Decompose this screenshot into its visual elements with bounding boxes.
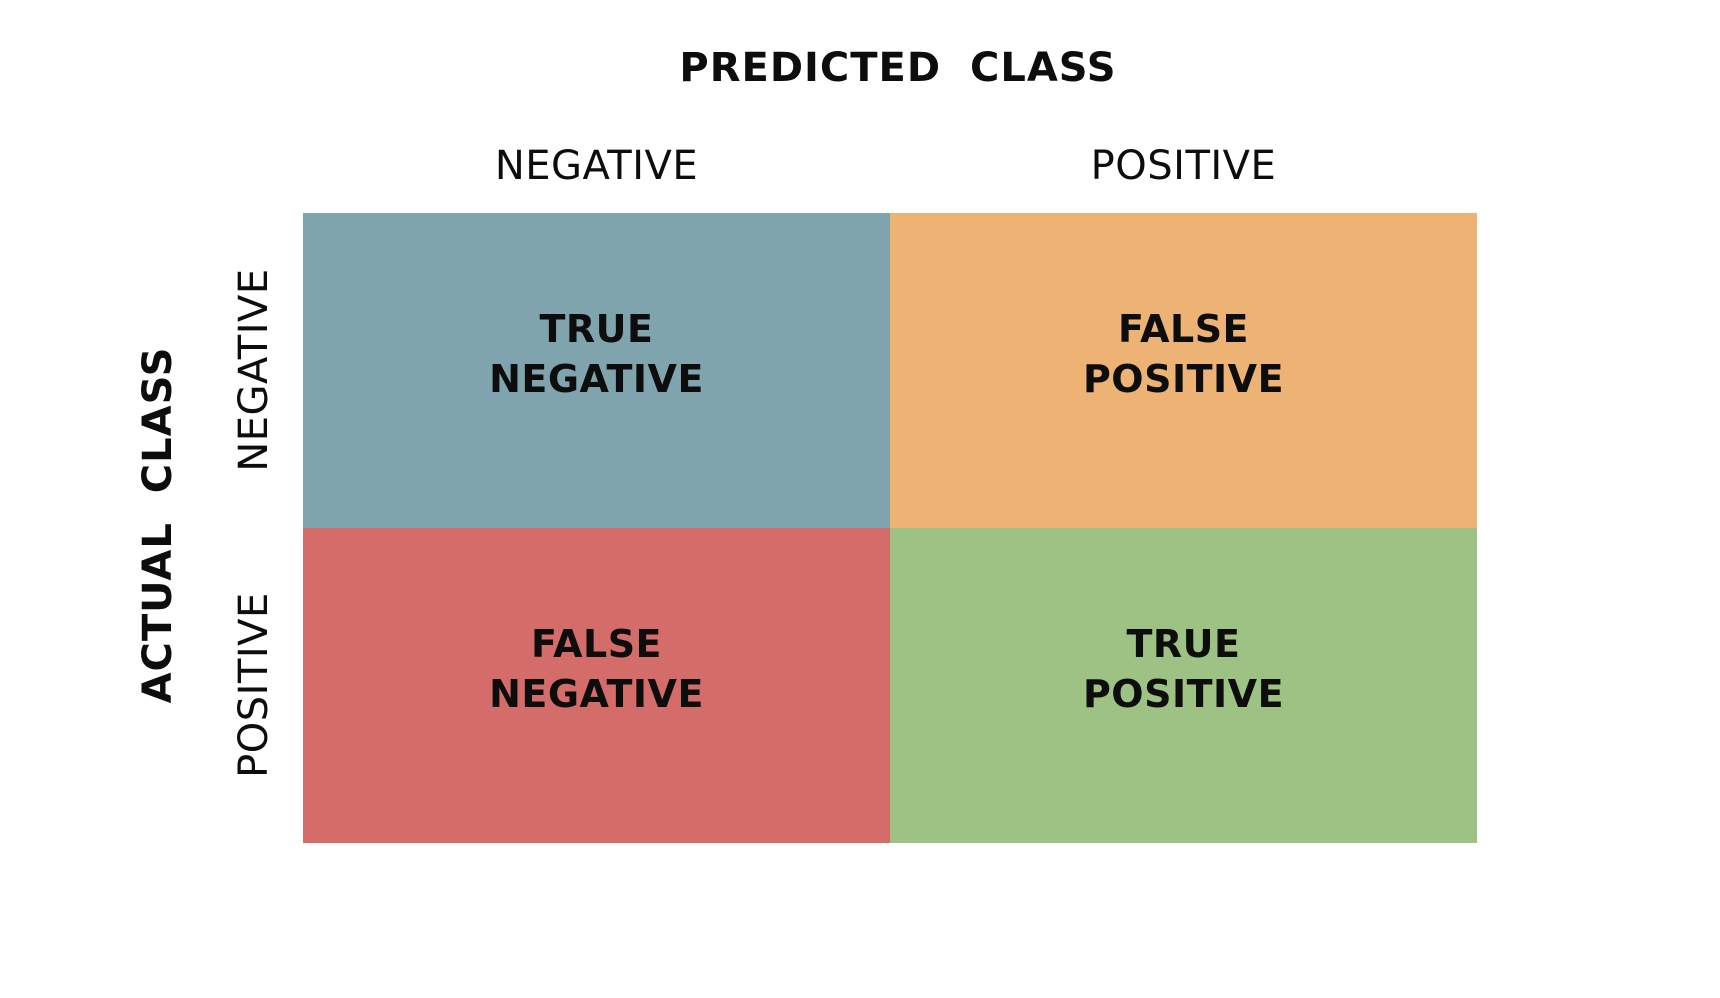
cell-label: FALSE NEGATIVE <box>489 619 704 719</box>
cell-label-line1: FALSE <box>530 621 663 666</box>
cell-label-line1: FALSE <box>1117 306 1250 351</box>
cell-false-positive: FALSE POSITIVE <box>890 213 1477 528</box>
column-label-positive: POSITIVE <box>1090 143 1277 189</box>
cell-label: FALSE POSITIVE <box>1083 304 1284 404</box>
cell-label-line2: POSITIVE <box>1082 356 1285 401</box>
cell-label-line2: NEGATIVE <box>489 671 704 716</box>
cell-label-line2: POSITIVE <box>1082 671 1285 716</box>
cell-label: TRUE NEGATIVE <box>489 304 704 404</box>
column-label-negative: NEGATIVE <box>494 143 699 189</box>
cell-label: TRUE POSITIVE <box>1083 619 1284 719</box>
cell-label-line2: NEGATIVE <box>489 356 704 401</box>
cell-false-negative: FALSE NEGATIVE <box>303 528 890 843</box>
confusion-matrix: TRUE NEGATIVE FALSE POSITIVE FALSE NEGAT… <box>303 213 1477 843</box>
cell-label-line1: TRUE <box>1126 621 1241 666</box>
cell-label-line1: TRUE <box>539 306 654 351</box>
cell-true-positive: TRUE POSITIVE <box>890 528 1477 843</box>
cell-true-negative: TRUE NEGATIVE <box>303 213 890 528</box>
predicted-class-title: PREDICTED CLASS <box>679 45 1117 91</box>
row-label-negative: NEGATIVE <box>231 268 277 472</box>
actual-class-title: ACTUAL CLASS <box>135 346 181 704</box>
row-label-positive: POSITIVE <box>231 592 277 778</box>
